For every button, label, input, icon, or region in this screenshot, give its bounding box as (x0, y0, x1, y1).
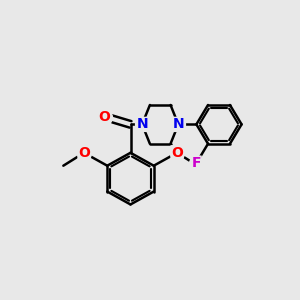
Text: O: O (78, 146, 90, 160)
Text: N: N (172, 117, 184, 131)
Text: O: O (99, 110, 111, 124)
Text: F: F (192, 156, 201, 170)
Text: N: N (136, 117, 148, 131)
Text: O: O (171, 146, 183, 160)
